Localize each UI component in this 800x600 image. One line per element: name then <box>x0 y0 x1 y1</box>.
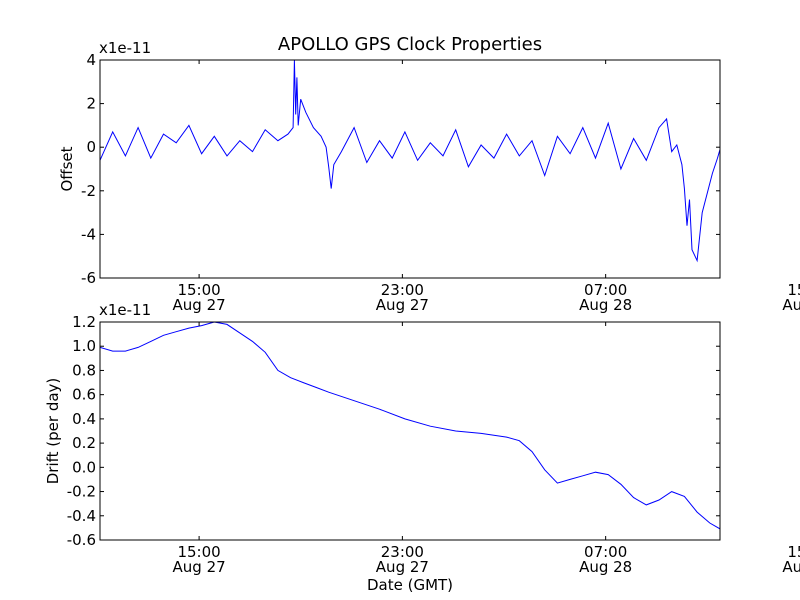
drift-ytick-label: 0.0 <box>72 458 96 476</box>
offset-xtick-time-label: 23:00 <box>381 281 424 299</box>
drift-ytick-label: 0.2 <box>72 434 96 452</box>
offset-xtick-date-label: Aug 28 <box>579 296 632 314</box>
offset-xtick-date-label: Aug 27 <box>173 296 226 314</box>
offset-ytick-label: -6 <box>81 269 96 287</box>
offset-multiplier-label: x1e-11 <box>99 39 151 57</box>
drift-ytick-label: 1.0 <box>72 337 96 355</box>
offset-ytick-label: 4 <box>86 51 96 69</box>
drift-ticks-group: -0.6-0.4-0.20.00.20.40.60.81.01.215:00Au… <box>67 313 800 576</box>
chart-title: APOLLO GPS Clock Properties <box>278 34 542 55</box>
drift-ytick-label: 0.4 <box>72 410 96 428</box>
drift-xtick-date-label: Aug 27 <box>173 558 226 576</box>
offset-ylabel: Offset <box>58 146 76 191</box>
drift-ytick-label: -0.2 <box>67 483 96 501</box>
drift-series-group <box>100 322 720 530</box>
offset-series-group <box>100 60 720 263</box>
offset-series-line <box>100 60 720 263</box>
offset-xtick-date-label: Aug 28 <box>782 296 800 314</box>
offset-axes-frame <box>99 59 721 279</box>
drift-axes-frame <box>99 321 721 541</box>
offset-ytick-label: -2 <box>81 182 96 200</box>
drift-xtick-time-label: 23:00 <box>381 543 424 561</box>
offset-xtick-time-label: 15:00 <box>787 281 800 299</box>
drift-xtick-date-label: Aug 28 <box>782 558 800 576</box>
drift-ylabel: Drift (per day) <box>44 378 62 485</box>
drift-xtick-time-label: 15:00 <box>177 543 220 561</box>
offset-ytick-label: 0 <box>86 138 96 156</box>
drift-xtick-date-label: Aug 27 <box>376 558 429 576</box>
drift-series-line <box>100 322 720 530</box>
drift-xtick-date-label: Aug 28 <box>579 558 632 576</box>
drift-ytick-label: 0.8 <box>72 361 96 379</box>
drift-subplot: -0.6-0.4-0.20.00.20.40.60.81.01.215:00Au… <box>44 301 800 594</box>
offset-xtick-time-label: 07:00 <box>584 281 627 299</box>
drift-xtick-time-label: 07:00 <box>584 543 627 561</box>
drift-xlabel: Date (GMT) <box>367 576 453 594</box>
offset-ytick-label: 2 <box>86 95 96 113</box>
drift-ytick-label: -0.4 <box>67 507 96 525</box>
drift-ytick-label: 0.6 <box>72 386 96 404</box>
drift-ytick-label: 1.2 <box>72 313 96 331</box>
drift-xtick-time-label: 15:00 <box>787 543 800 561</box>
offset-xtick-time-label: 15:00 <box>177 281 220 299</box>
offset-ytick-label: -4 <box>81 225 96 243</box>
offset-xtick-date-label: Aug 27 <box>376 296 429 314</box>
drift-ytick-label: -0.6 <box>67 531 96 549</box>
drift-multiplier-label: x1e-11 <box>99 301 151 319</box>
